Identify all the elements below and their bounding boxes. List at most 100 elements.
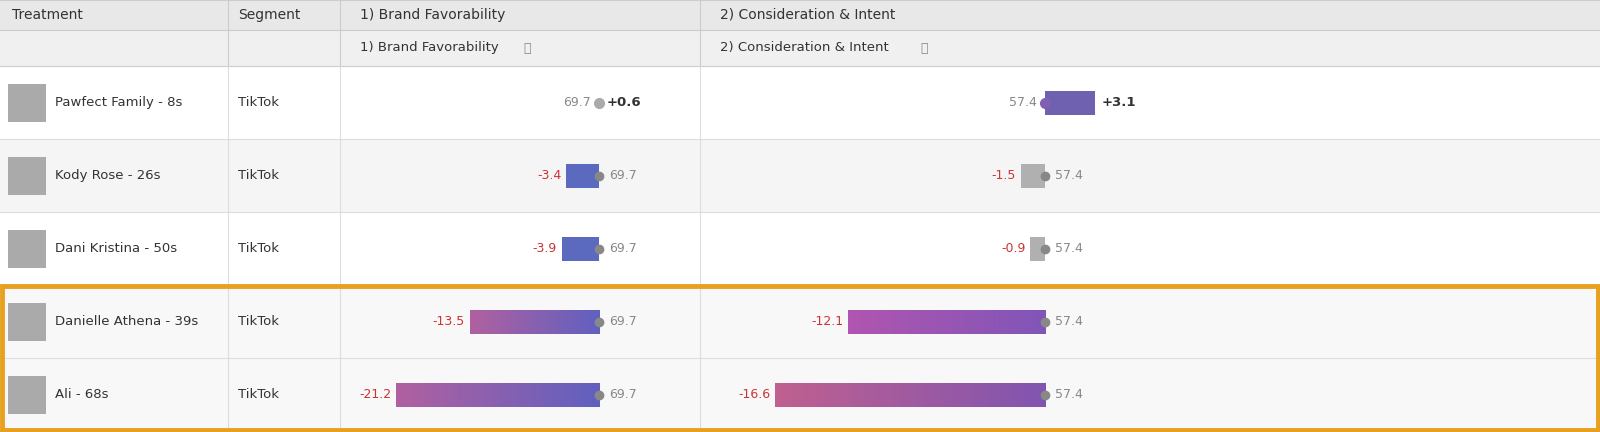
Bar <box>1045 90 1096 114</box>
Bar <box>872 309 875 334</box>
Bar <box>885 309 888 334</box>
Bar <box>1022 309 1026 334</box>
Bar <box>485 309 488 334</box>
Bar <box>843 382 848 407</box>
Bar <box>923 382 928 407</box>
Bar <box>898 309 901 334</box>
Bar <box>579 382 582 407</box>
Bar <box>1032 382 1037 407</box>
Bar <box>779 382 784 407</box>
Bar <box>784 382 789 407</box>
Bar <box>0 30 1600 66</box>
Bar <box>534 382 539 407</box>
Bar <box>851 309 856 334</box>
Bar <box>946 382 950 407</box>
Bar <box>504 309 507 334</box>
Bar <box>565 309 568 334</box>
Text: 69.7: 69.7 <box>610 242 637 255</box>
Bar <box>539 309 541 334</box>
Bar <box>798 382 803 407</box>
Bar <box>816 382 821 407</box>
Bar <box>595 309 597 334</box>
Bar <box>437 382 440 407</box>
Bar <box>563 309 565 334</box>
Bar <box>938 382 942 407</box>
Bar <box>501 309 502 334</box>
Bar <box>424 382 427 407</box>
Bar <box>558 309 560 334</box>
Bar <box>806 382 811 407</box>
Bar <box>582 309 584 334</box>
Text: 69.7: 69.7 <box>610 169 637 182</box>
Bar <box>0 0 1600 30</box>
Bar <box>1026 309 1029 334</box>
Bar <box>910 309 915 334</box>
Text: -1.5: -1.5 <box>992 169 1016 182</box>
Bar <box>541 309 544 334</box>
Bar <box>483 309 485 334</box>
Bar <box>1038 309 1042 334</box>
Bar <box>477 309 478 334</box>
Text: -12.1: -12.1 <box>811 315 843 328</box>
Bar <box>494 382 498 407</box>
Bar <box>406 382 410 407</box>
Bar <box>896 382 902 407</box>
Bar <box>960 382 965 407</box>
Bar <box>419 382 424 407</box>
Bar <box>8 156 46 194</box>
Bar <box>987 382 992 407</box>
Bar <box>472 309 475 334</box>
Text: TikTok: TikTok <box>238 242 278 255</box>
Bar <box>1000 382 1005 407</box>
Bar <box>413 382 418 407</box>
Bar <box>578 309 581 334</box>
Bar <box>595 382 600 407</box>
Bar <box>954 309 957 334</box>
Bar <box>470 382 475 407</box>
Bar <box>0 139 1600 212</box>
Bar <box>555 382 558 407</box>
Bar <box>1019 309 1022 334</box>
Bar <box>552 309 554 334</box>
Bar <box>461 382 464 407</box>
Bar <box>496 309 499 334</box>
Bar <box>403 382 406 407</box>
Bar <box>838 382 843 407</box>
Bar <box>923 309 928 334</box>
Bar <box>491 382 494 407</box>
Bar <box>906 382 910 407</box>
Bar <box>1005 382 1010 407</box>
Bar <box>547 309 550 334</box>
Bar <box>474 382 478 407</box>
Bar <box>480 309 483 334</box>
Text: 69.7: 69.7 <box>610 315 637 328</box>
Bar <box>811 382 816 407</box>
Bar <box>478 309 482 334</box>
Bar <box>914 309 918 334</box>
Bar <box>856 382 861 407</box>
Bar <box>8 83 46 121</box>
Bar <box>549 309 552 334</box>
Bar <box>1029 309 1032 334</box>
Bar <box>965 382 970 407</box>
Bar <box>552 382 555 407</box>
Bar <box>1018 382 1022 407</box>
Bar <box>502 309 506 334</box>
Bar <box>573 309 576 334</box>
Bar <box>960 309 963 334</box>
Bar <box>443 382 448 407</box>
Bar <box>554 309 557 334</box>
Bar <box>486 309 490 334</box>
Bar <box>910 382 915 407</box>
Bar <box>0 212 1600 285</box>
Bar <box>480 382 485 407</box>
Bar <box>549 382 552 407</box>
Bar <box>510 382 515 407</box>
Text: -3.9: -3.9 <box>533 242 557 255</box>
Bar <box>446 382 451 407</box>
Bar <box>464 382 467 407</box>
Bar <box>531 382 536 407</box>
Bar <box>454 382 458 407</box>
Bar <box>0 358 1600 431</box>
Bar <box>562 382 566 407</box>
